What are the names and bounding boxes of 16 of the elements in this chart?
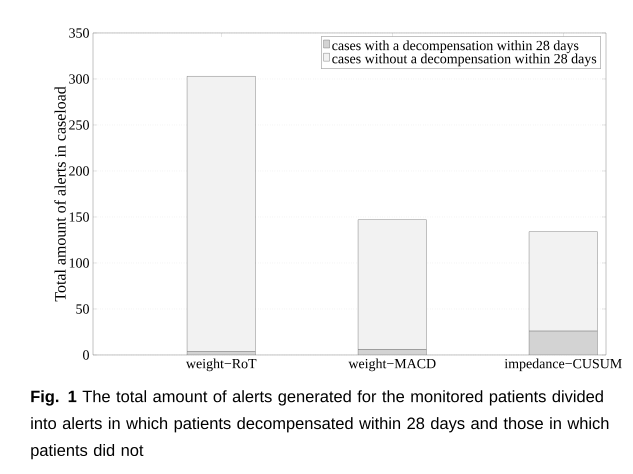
y-tick-label: 300 xyxy=(69,74,89,84)
bar xyxy=(528,330,598,355)
y-tick-label: 150 xyxy=(70,212,89,222)
y-tick-label: 50 xyxy=(76,304,89,314)
x-tick-label: weight−RoT xyxy=(186,358,256,372)
y-axis-title: Total amount of alerts in caseload xyxy=(54,86,66,302)
y-tick-label: 200 xyxy=(69,166,89,176)
y-tick-label: 100 xyxy=(70,258,89,268)
y-tick-label: 0 xyxy=(83,350,89,360)
x-tick-label: impedance−CUSUM xyxy=(504,358,622,372)
text: Fig. 1 The total amount of alerts generated for the monitored patients divided into alerts in which patients decompensated within 28 days and those in which patients did not xyxy=(31,390,608,460)
y-tick-label: 250 xyxy=(69,120,89,130)
x-tick-label: weight−MACD xyxy=(348,358,436,372)
y-tick-label: 350 xyxy=(69,28,89,38)
legend-label: cases with a decompensation within 28 days xyxy=(332,40,578,54)
legend-label: cases without a decompensation within 28 days xyxy=(332,54,596,66)
